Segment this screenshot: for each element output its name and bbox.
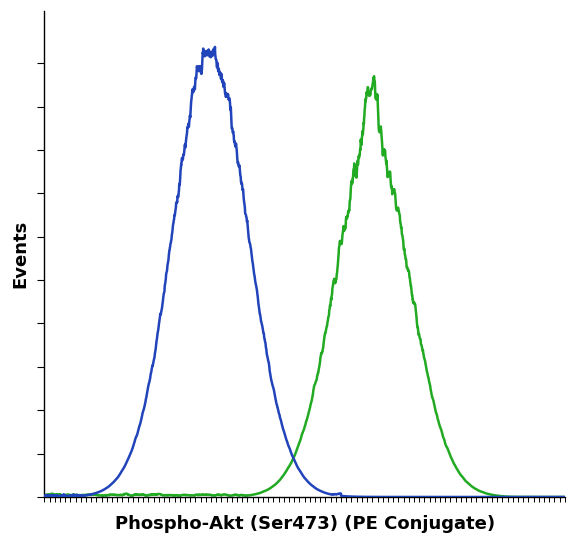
- X-axis label: Phospho-Akt (Ser473) (PE Conjugate): Phospho-Akt (Ser473) (PE Conjugate): [115, 515, 495, 533]
- Y-axis label: Events: Events: [11, 220, 29, 288]
